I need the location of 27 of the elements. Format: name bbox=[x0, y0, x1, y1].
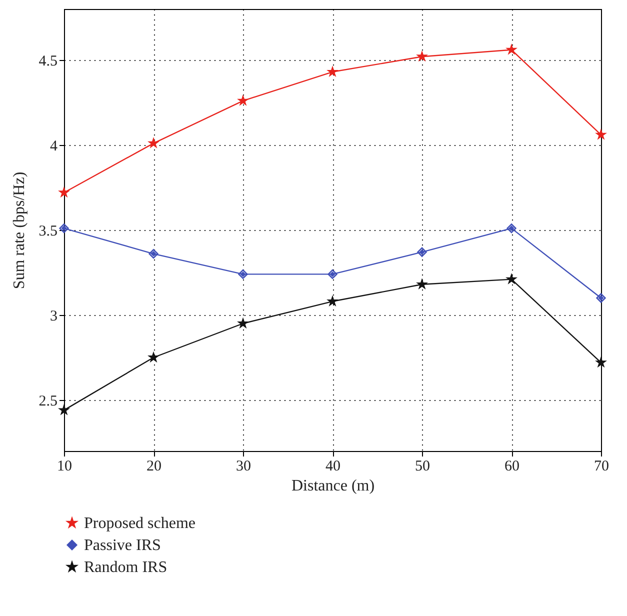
point bbox=[59, 223, 69, 234]
point bbox=[238, 269, 248, 280]
y-axis-title: Sum rate (bps/Hz) bbox=[10, 172, 28, 290]
point bbox=[238, 96, 248, 105]
point bbox=[148, 138, 158, 148]
x-tick-label: 40 bbox=[326, 458, 340, 474]
point bbox=[328, 269, 338, 280]
point bbox=[148, 248, 158, 259]
legend-label: Passive IRS bbox=[84, 537, 161, 554]
point bbox=[506, 274, 516, 284]
y-tick-label: 4 bbox=[50, 138, 58, 154]
legend-label: Random IRS bbox=[84, 559, 168, 576]
y-tick-label: 3 bbox=[50, 308, 58, 324]
point bbox=[596, 130, 606, 139]
x-tick-label: 60 bbox=[504, 458, 520, 474]
x-tick-label: 70 bbox=[594, 458, 609, 474]
x-tick-label: 50 bbox=[415, 458, 430, 474]
y-tick-label: 3.5 bbox=[38, 224, 58, 240]
x-tick-label: 20 bbox=[146, 458, 162, 474]
x-axis-title: Distance (m) bbox=[291, 478, 375, 494]
legend-label: Proposed scheme bbox=[84, 515, 196, 532]
point bbox=[506, 44, 516, 54]
y-tick-label: 4.5 bbox=[38, 54, 58, 70]
y-tick-label: 2.5 bbox=[38, 394, 58, 410]
x-tick-label: 30 bbox=[236, 458, 251, 474]
x-tick-label: 10 bbox=[57, 458, 72, 474]
point bbox=[506, 223, 516, 234]
